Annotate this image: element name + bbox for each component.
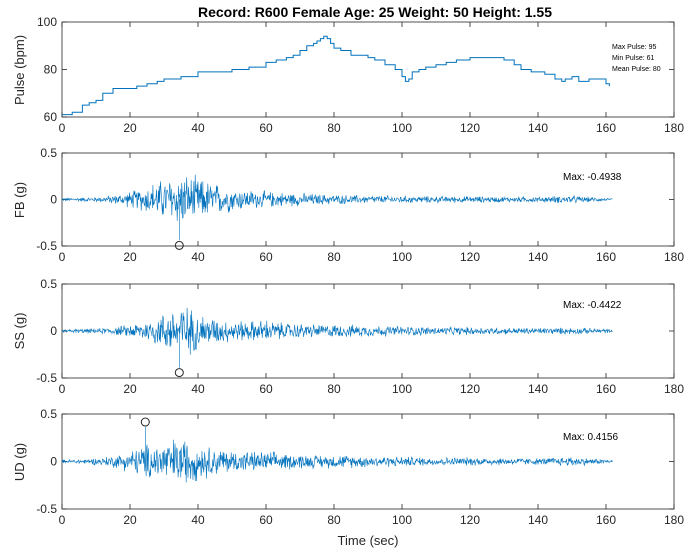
pulse-x-tick-label: 140 [528, 121, 548, 135]
pulse-x-tick-label: 120 [460, 121, 480, 135]
fb-x-tick-label: 20 [123, 250, 137, 264]
ss-x-tick-label: 40 [191, 382, 205, 396]
ud-y-tick-label: 0.5 [40, 407, 57, 421]
pulse-x-tick-label: 160 [596, 121, 616, 135]
pulse-x-tick-label: 20 [123, 121, 137, 135]
fb-peak-marker [174, 240, 184, 250]
fb-x-tick-label: 180 [664, 250, 684, 264]
ud-x-tick-label: 100 [392, 513, 412, 527]
fb-x-tick-label: 100 [392, 250, 412, 264]
pulse-x-tick-label: 40 [191, 121, 205, 135]
ud-x-tick-label: 0 [59, 513, 66, 527]
min-pulse-annotation: Min Pulse: 61 [612, 55, 655, 62]
ud-y-tick-label: -0.5 [36, 502, 57, 516]
ss-axis-ticks: 0 20 40 60 80 100 120 140 160 180-0.500.5 [36, 277, 684, 396]
pulse-x-tick-label: 100 [392, 121, 412, 135]
ud-x-tick-label: 160 [596, 513, 616, 527]
x-axis-label: Time (sec) [338, 533, 399, 548]
fb-max-annotation: Max: -0.4938 [563, 172, 622, 183]
fb-y-tick-label: 0.5 [40, 146, 57, 160]
fb-axis-ticks: 0 20 40 60 80 100 120 140 160 180-0.500.5 [36, 146, 684, 264]
ss-x-tick-label: 20 [123, 382, 137, 396]
fb-acceleration-signal [61, 174, 613, 240]
ud-x-tick-label: 80 [327, 513, 341, 527]
ss-peak-marker [174, 368, 184, 378]
ss-x-tick-label: 60 [259, 382, 273, 396]
ud-y-axis-label: UD (g) [12, 443, 27, 481]
ss-acceleration-signal [61, 307, 613, 368]
pulse-y-tick-label: 60 [44, 110, 58, 124]
ud-x-tick-label: 20 [123, 513, 137, 527]
fb-x-tick-label: 140 [528, 250, 548, 264]
fb-x-tick-label: 40 [191, 250, 205, 264]
ss-y-axis-label: SS (g) [12, 313, 27, 350]
pulse-axis-ticks: 0 20 40 60 80 100 120 140 160 180 60 80 100 [37, 15, 684, 135]
ss-x-tick-label: 160 [596, 382, 616, 396]
fb-x-tick-label: 0 [59, 250, 66, 264]
fb-panel: 0 20 40 60 80 100 120 140 160 180-0.500.5 FB (g) … [12, 146, 684, 264]
pulse-x-tick-label: 0 [59, 121, 66, 135]
ud-x-tick-label: 60 [259, 513, 273, 527]
ss-max-annotation: Max: -0.4422 [563, 300, 622, 311]
fb-x-tick-label: 160 [596, 250, 616, 264]
mean-pulse-annotation: Mean Pulse: 80 [612, 66, 661, 73]
pulse-series-line [62, 35, 610, 116]
pulse-y-tick-label: 80 [44, 63, 58, 77]
pulse-x-tick-label: 80 [327, 121, 341, 135]
ud-max-annotation: Max: 0.4156 [563, 432, 618, 443]
ud-peak-marker [140, 417, 150, 427]
ss-plot-area [61, 283, 675, 379]
ss-x-tick-label: 120 [460, 382, 480, 396]
fb-y-tick-label: 0 [50, 193, 57, 207]
ss-y-tick-label: 0 [50, 324, 57, 338]
ss-y-tick-label: -0.5 [36, 371, 57, 385]
pulse-y-axis-label: Pulse (bpm) [12, 35, 27, 105]
ss-x-tick-label: 180 [664, 382, 684, 396]
ss-y-tick-label: 0.5 [40, 277, 57, 291]
ud-axis-ticks: 0 20 40 60 80 100 120 140 160 180-0.500.5 [36, 407, 684, 527]
ud-x-tick-label: 180 [664, 513, 684, 527]
ud-x-tick-label: 120 [460, 513, 480, 527]
fb-x-tick-label: 80 [327, 250, 341, 264]
fb-y-tick-label: -0.5 [36, 239, 57, 253]
max-pulse-annotation: Max Pulse: 95 [612, 44, 656, 51]
ud-panel: 0 20 40 60 80 100 120 140 160 180-0.500.5 UD (g) … [12, 407, 684, 548]
ud-x-tick-label: 40 [191, 513, 205, 527]
pulse-plot-area [61, 21, 675, 118]
figure-title: Record: R600 Female Age: 25 Weight: 50 H… [198, 4, 552, 20]
ss-x-tick-label: 80 [327, 382, 341, 396]
fb-x-tick-label: 60 [259, 250, 273, 264]
pulse-x-tick-label: 60 [259, 121, 273, 135]
ss-x-tick-label: 100 [392, 382, 412, 396]
ud-acceleration-signal [61, 426, 613, 483]
fb-y-axis-label: FB (g) [12, 182, 27, 218]
ud-y-tick-label: 0 [50, 455, 57, 469]
ss-x-tick-label: 0 [59, 382, 66, 396]
fb-x-tick-label: 120 [460, 250, 480, 264]
pulse-panel: 0 20 40 60 80 100 120 140 160 180 60 80 100 Pulse (b… [12, 15, 684, 135]
ss-panel: 0 20 40 60 80 100 120 140 160 180-0.500.5 SS (g) … [12, 277, 684, 396]
pulse-x-tick-label: 180 [664, 121, 684, 135]
ud-x-tick-label: 140 [528, 513, 548, 527]
pulse-y-tick-label: 100 [37, 15, 57, 29]
ss-x-tick-label: 140 [528, 382, 548, 396]
